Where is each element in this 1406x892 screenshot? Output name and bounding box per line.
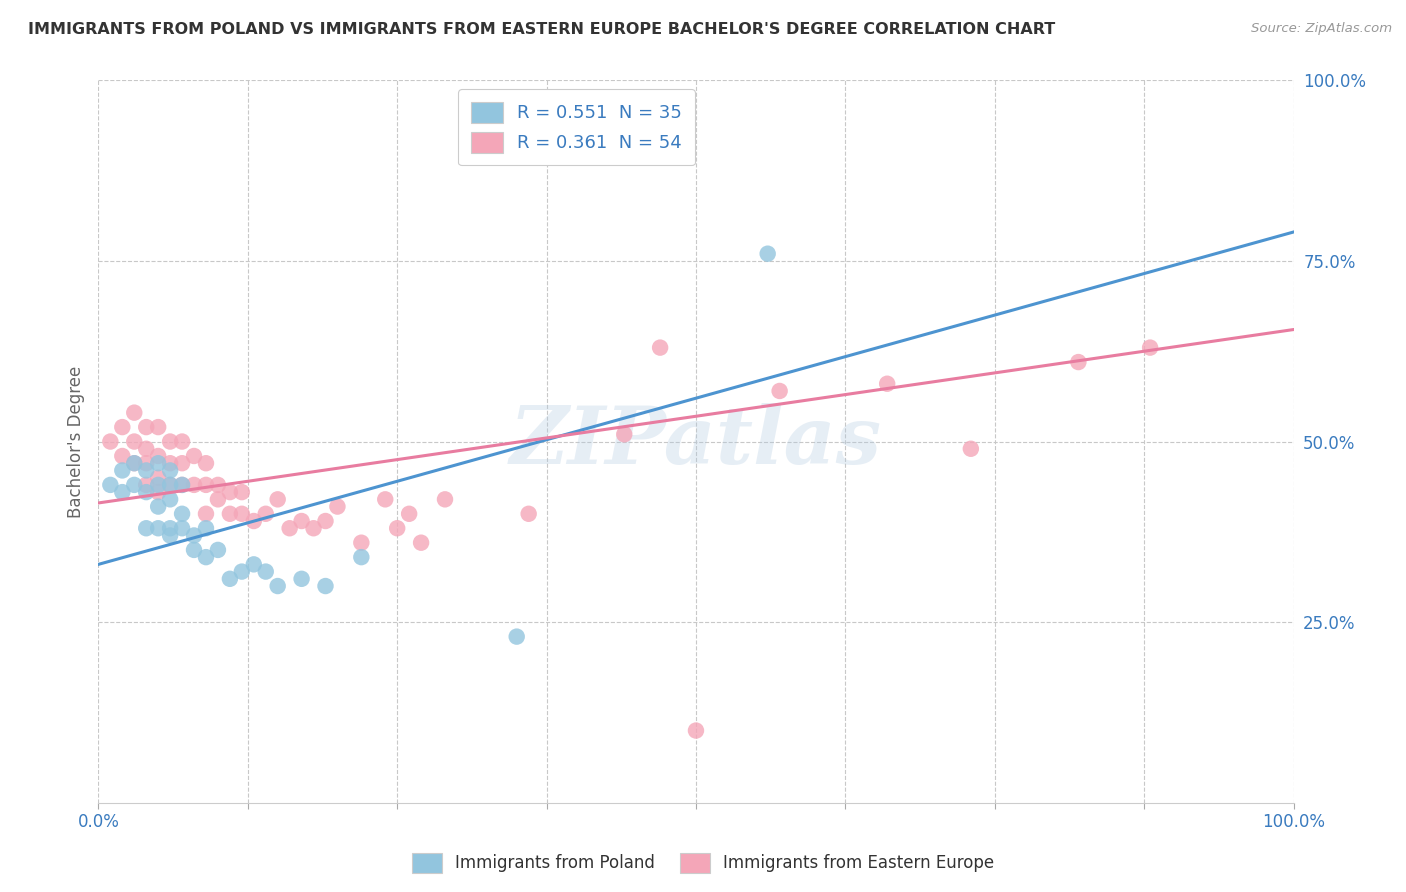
Point	[124, 456, 146, 470]
Point	[350, 535, 373, 549]
Point	[183, 449, 205, 463]
Point	[254, 565, 277, 579]
Point	[159, 478, 181, 492]
Point	[148, 470, 170, 484]
Point	[159, 434, 181, 449]
Point	[111, 420, 134, 434]
Point	[876, 376, 898, 391]
Point	[278, 521, 301, 535]
Point	[315, 579, 337, 593]
Point	[243, 558, 266, 572]
Point	[326, 500, 349, 514]
Point	[135, 463, 157, 477]
Point	[374, 492, 396, 507]
Point	[135, 420, 157, 434]
Point	[231, 485, 253, 500]
Point	[219, 572, 242, 586]
Text: ZIPatlas: ZIPatlas	[510, 403, 882, 480]
Point	[183, 528, 205, 542]
Point	[124, 478, 146, 492]
Point	[302, 521, 325, 535]
Legend: Immigrants from Poland, Immigrants from Eastern Europe: Immigrants from Poland, Immigrants from …	[405, 847, 1001, 880]
Point	[517, 507, 540, 521]
Point	[385, 521, 409, 535]
Point	[159, 478, 181, 492]
Point	[183, 542, 205, 557]
Point	[291, 514, 314, 528]
Point	[159, 492, 181, 507]
Point	[195, 507, 218, 521]
Text: Source: ZipAtlas.com: Source: ZipAtlas.com	[1251, 22, 1392, 36]
Point	[291, 572, 314, 586]
Point	[159, 521, 181, 535]
Point	[159, 463, 181, 477]
Point	[183, 478, 205, 492]
Text: IMMIGRANTS FROM POLAND VS IMMIGRANTS FROM EASTERN EUROPE BACHELOR'S DEGREE CORRE: IMMIGRANTS FROM POLAND VS IMMIGRANTS FRO…	[28, 22, 1056, 37]
Point	[135, 442, 157, 456]
Point	[135, 485, 157, 500]
Point	[148, 449, 170, 463]
Point	[148, 485, 170, 500]
Point	[98, 478, 122, 492]
Point	[148, 420, 170, 434]
Point	[411, 535, 433, 549]
Point	[231, 565, 253, 579]
Point	[219, 507, 242, 521]
Point	[195, 456, 218, 470]
Point	[124, 434, 146, 449]
Point	[172, 434, 194, 449]
Point	[148, 478, 170, 492]
Point	[648, 341, 672, 355]
Point	[111, 449, 134, 463]
Point	[243, 514, 266, 528]
Point	[148, 456, 170, 470]
Point	[172, 521, 194, 535]
Point	[148, 500, 170, 514]
Point	[124, 406, 146, 420]
Point	[1067, 355, 1090, 369]
Point	[148, 521, 170, 535]
Point	[135, 456, 157, 470]
Point	[207, 478, 229, 492]
Point	[159, 456, 181, 470]
Legend: R = 0.551  N = 35, R = 0.361  N = 54: R = 0.551 N = 35, R = 0.361 N = 54	[458, 89, 695, 165]
Point	[960, 442, 983, 456]
Point	[219, 485, 242, 500]
Point	[207, 492, 229, 507]
Point	[398, 507, 420, 521]
Point	[768, 384, 790, 398]
Point	[685, 723, 707, 738]
Point	[135, 521, 157, 535]
Point	[159, 528, 181, 542]
Point	[267, 579, 290, 593]
Y-axis label: Bachelor's Degree: Bachelor's Degree	[66, 366, 84, 517]
Point	[124, 456, 146, 470]
Point	[434, 492, 457, 507]
Point	[172, 456, 194, 470]
Point	[756, 246, 779, 260]
Point	[195, 550, 218, 565]
Point	[350, 550, 373, 565]
Point	[613, 427, 636, 442]
Point	[111, 485, 134, 500]
Point	[195, 521, 218, 535]
Point	[172, 507, 194, 521]
Point	[172, 478, 194, 492]
Point	[254, 507, 277, 521]
Point	[195, 478, 218, 492]
Point	[506, 630, 529, 644]
Point	[111, 463, 134, 477]
Point	[1139, 341, 1161, 355]
Point	[135, 478, 157, 492]
Point	[207, 542, 229, 557]
Point	[172, 478, 194, 492]
Point	[231, 507, 253, 521]
Point	[267, 492, 290, 507]
Point	[315, 514, 337, 528]
Point	[98, 434, 122, 449]
